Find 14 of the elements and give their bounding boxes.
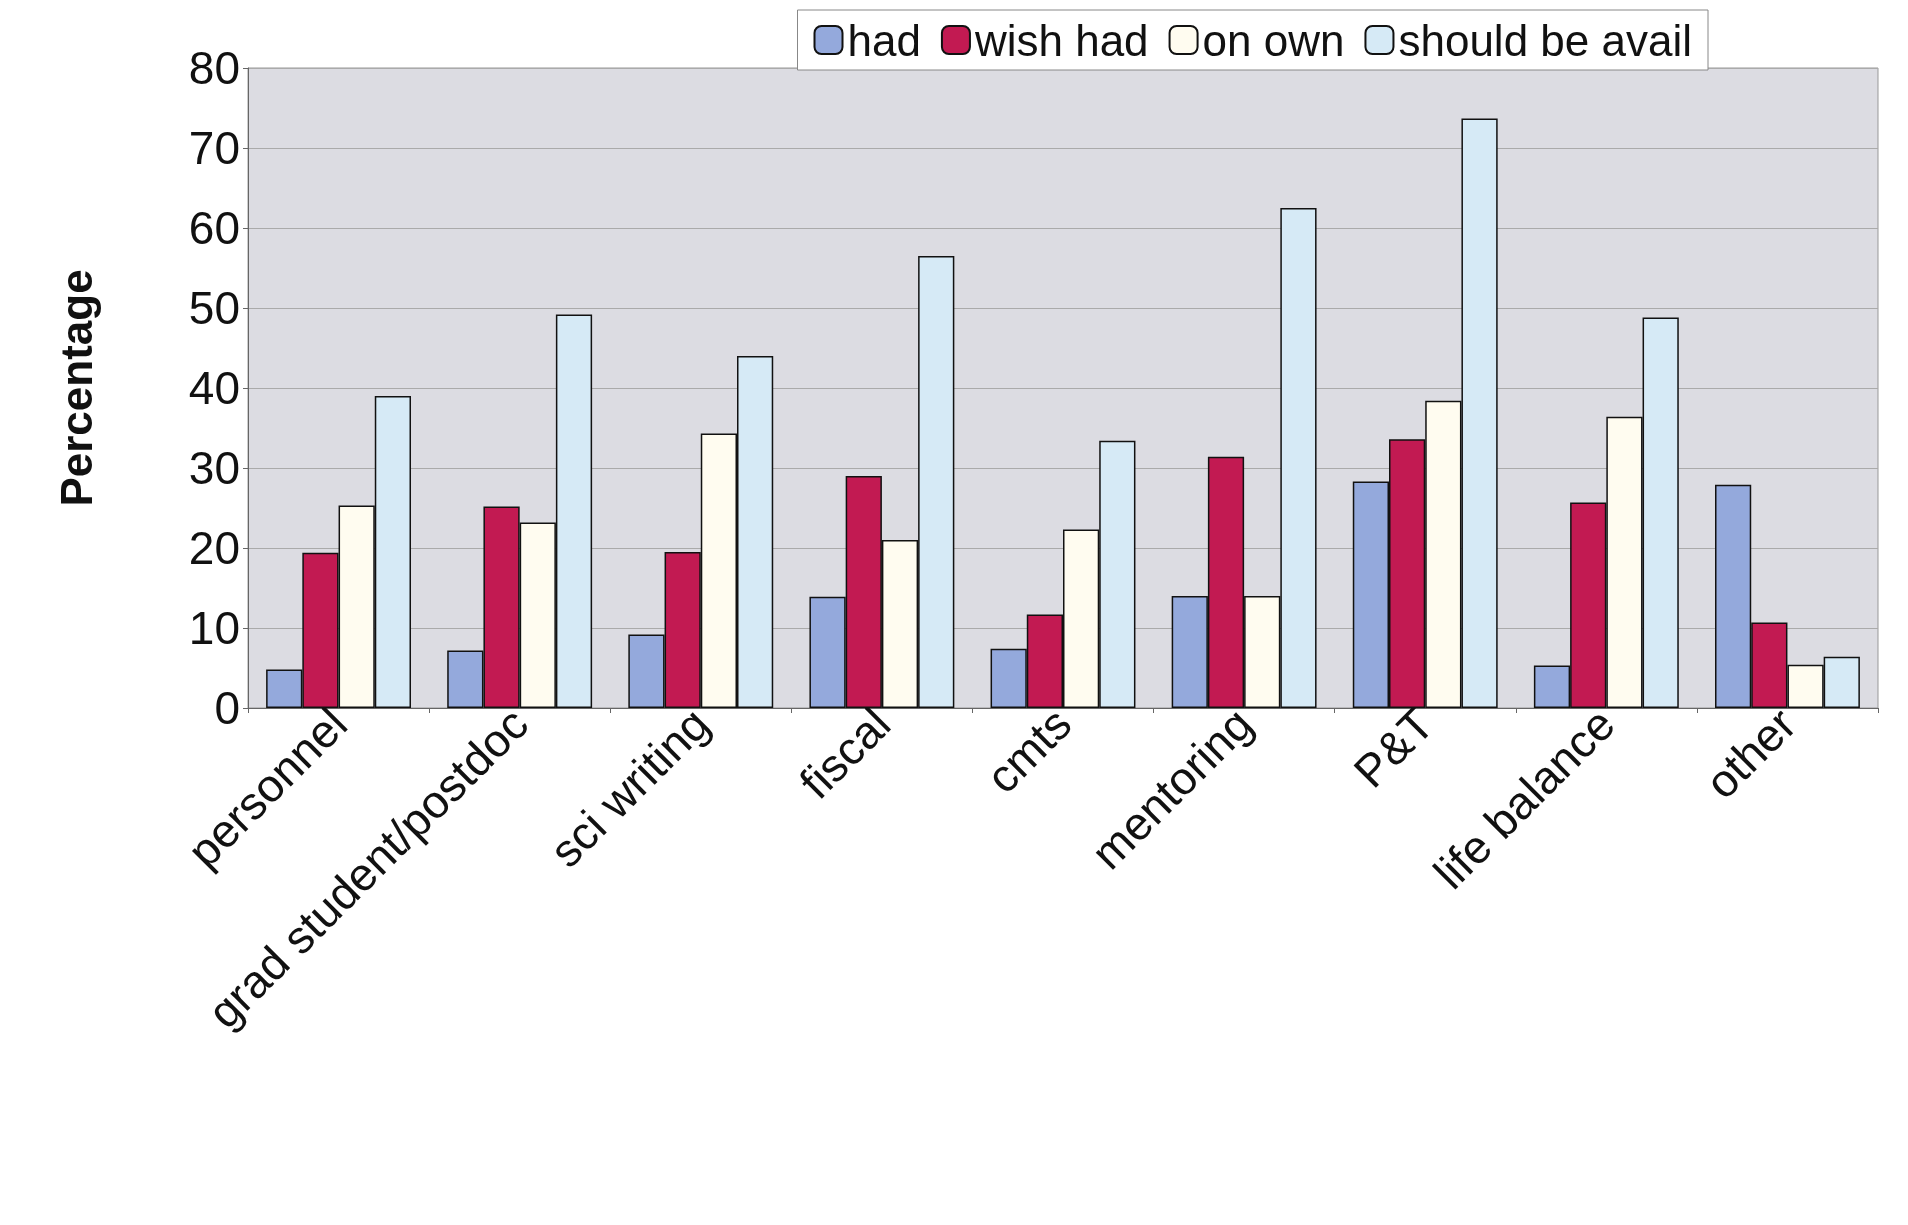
x-tick-label: cmts — [975, 697, 1082, 804]
y-tick-label: 70 — [188, 122, 240, 174]
y-tick-label: 40 — [188, 362, 240, 414]
legend-label: wish had — [973, 15, 1149, 65]
legend-label: had — [847, 15, 921, 65]
legend-label: on own — [1202, 15, 1345, 65]
y-tick-label: 50 — [188, 282, 240, 334]
y-tick-label: 80 — [188, 42, 240, 94]
legend-label: should be avail — [1398, 15, 1693, 65]
y-axis-title: Percentage — [51, 269, 101, 507]
y-tick-label: 10 — [188, 602, 240, 654]
y-tick-label: 60 — [188, 202, 240, 254]
y-tick-label: 30 — [188, 442, 240, 494]
y-tick-label: 20 — [188, 522, 240, 574]
